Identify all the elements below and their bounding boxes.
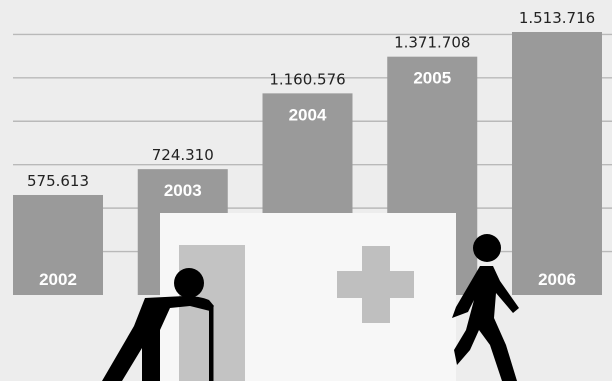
value-label-2006: 1.513.716 bbox=[519, 9, 595, 27]
category-labels: 2002 2003 2004 2005 2006 bbox=[39, 69, 576, 289]
hospital-illustration bbox=[160, 213, 456, 381]
category-label-2006: 2006 bbox=[538, 270, 576, 289]
bar-2002 bbox=[13, 194, 103, 295]
elderly-person-with-cane-icon bbox=[102, 268, 214, 381]
medical-cross-icon bbox=[337, 246, 414, 323]
category-label-2003: 2003 bbox=[164, 181, 202, 200]
category-label-2002: 2002 bbox=[39, 270, 77, 289]
category-label-2004: 2004 bbox=[289, 105, 327, 124]
value-label-2004: 1.160.576 bbox=[269, 70, 345, 88]
value-label-2003: 724.310 bbox=[152, 146, 214, 164]
category-label-2005: 2005 bbox=[413, 69, 451, 88]
value-labels: 575.613 724.310 1.160.576 1.371.708 1.513.71… bbox=[27, 9, 595, 190]
bar-2006 bbox=[512, 32, 602, 295]
value-label-2005: 1.371.708 bbox=[394, 34, 470, 52]
walking-person-icon bbox=[452, 234, 519, 381]
value-label-2002: 575.613 bbox=[27, 172, 89, 190]
